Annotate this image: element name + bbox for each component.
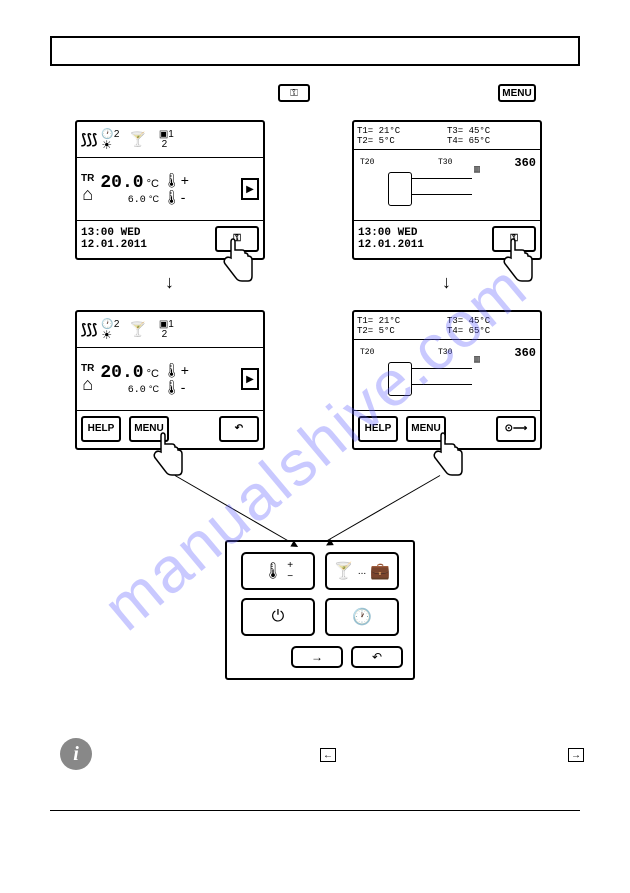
radiator-icon: ▥ [474, 354, 480, 366]
panel-2-footer: HELP MENU ↶ [77, 410, 263, 446]
connector-line [175, 475, 288, 541]
radiator-icon: ▥ [474, 164, 480, 176]
panel-1-header: ⟆⟆⟆ 🕐2 ☀ 🍸 ▣1 2 [77, 122, 263, 158]
value-360: 360 [514, 156, 536, 170]
key-button-top[interactable]: ⚿ [278, 84, 310, 102]
clock-icon: 🕐 [352, 607, 372, 627]
value-360: 360 [514, 346, 536, 360]
tr-label: TR [81, 173, 94, 184]
footer-divider [50, 810, 580, 811]
temp-main: 20.0 [100, 173, 143, 193]
menu-button[interactable]: MENU [129, 416, 169, 442]
panel-4-header: T1= 21°C T3= 45°C T2= 5°C T4= 65°C [354, 312, 540, 340]
house-icon: ⌂ [82, 374, 93, 395]
key-icon: ⚿ [290, 88, 298, 99]
panel-3-header: T1= 21°C T3= 45°C T2= 5°C T4= 65°C [354, 122, 540, 150]
lock-button[interactable]: ⚿ [215, 226, 259, 252]
help-button[interactable]: HELP [81, 416, 121, 442]
back-button[interactable]: ↶ [351, 646, 403, 668]
boiler-icon [388, 172, 412, 206]
heat-icon: ⟆⟆⟆ [81, 321, 97, 338]
menu-button-top[interactable]: MENU [498, 84, 536, 102]
forward-button[interactable]: → [291, 646, 343, 668]
cocktail-icon: 🍸 [129, 321, 146, 338]
key-button[interactable]: ⊙⟶ [496, 416, 536, 442]
page-prev-button[interactable]: ← [320, 748, 336, 762]
panel-1-body: TR ⌂ 20.0 °C 6.0 °C 🌡+🌡- ▶ [77, 158, 263, 220]
lock-icon: ⚿ [510, 233, 518, 244]
info-icon: i [60, 738, 92, 770]
t3-value: T3= 45°C [447, 126, 537, 136]
thermometer-icon: 🌡+🌡- [163, 172, 189, 206]
temp-main: 20.0 [100, 363, 143, 383]
t3-value: T3= 45°C [447, 316, 537, 326]
connector-line [327, 475, 440, 541]
top-bar [50, 36, 580, 66]
cocktail-icon: 🍸 [129, 131, 146, 148]
speaker-2: 2 [159, 330, 174, 340]
suitcase-icon: 💼 [370, 561, 390, 581]
panel-4-body: T20 T30 ▥ 360 [354, 340, 540, 410]
temp-sub: 6.0 [128, 385, 146, 396]
panel-2-body: TR ⌂ 20.0 °C 6.0 °C 🌡+🌡- ▶ [77, 348, 263, 410]
arrow-down-icon: ↓ [442, 272, 451, 293]
t4-value: T4= 65°C [447, 136, 537, 146]
t2-value: T2= 5°C [357, 326, 447, 336]
display-panel-3: T1= 21°C T3= 45°C T2= 5°C T4= 65°C T20 T… [352, 120, 542, 260]
next-button[interactable]: ▶ [241, 368, 259, 390]
t4-value: T4= 65°C [447, 326, 537, 336]
t2-value: T2= 5°C [357, 136, 447, 146]
display-panel-4: T1= 21°C T3= 45°C T2= 5°C T4= 65°C T20 T… [352, 310, 542, 450]
speaker-2: 2 [159, 140, 174, 150]
house-icon: ⌂ [82, 184, 93, 205]
help-button[interactable]: HELP [358, 416, 398, 442]
cocktail-icon: 🍸 [334, 561, 354, 581]
next-button[interactable]: ▶ [241, 178, 259, 200]
heat-icon: ⟆⟆⟆ [81, 131, 97, 148]
sun-icon: ☀ [101, 330, 119, 340]
t1-value: T1= 21°C [357, 126, 447, 136]
arrow-down-icon: ↓ [165, 272, 174, 293]
temp-sub: 6.0 [128, 195, 146, 206]
thermometer-icon: 🌡 [263, 561, 283, 581]
tr-label: TR [81, 363, 94, 374]
temp-adjust-button[interactable]: 🌡+− [241, 552, 315, 590]
panel-2-header: ⟆⟆⟆ 🕐2 ☀ 🍸 ▣1 2 [77, 312, 263, 348]
power-button[interactable]: ⏻ [241, 598, 315, 636]
display-panel-1: ⟆⟆⟆ 🕐2 ☀ 🍸 ▣1 2 TR ⌂ 20.0 °C 6.0 °C 🌡+🌡-… [75, 120, 265, 260]
page-next-button[interactable]: → [568, 748, 584, 762]
time-button[interactable]: 🕐 [325, 598, 399, 636]
lock-button[interactable]: ⚿ [492, 226, 536, 252]
panel-3-footer: 13:00 WED 12.01.2011 ⚿ [354, 220, 540, 256]
party-away-button[interactable]: 🍸...💼 [325, 552, 399, 590]
display-panel-2: ⟆⟆⟆ 🕐2 ☀ 🍸 ▣1 2 TR ⌂ 20.0 °C 6.0 °C 🌡+🌡-… [75, 310, 265, 450]
menu-panel: 🌡+− 🍸...💼 ⏻ 🕐 → ↶ [225, 540, 415, 680]
sun-icon: ☀ [101, 140, 119, 150]
back-button[interactable]: ↶ [219, 416, 259, 442]
panel-3-body: T20 T30 ▥ 360 [354, 150, 540, 220]
panel-4-footer: HELP MENU ⊙⟶ [354, 410, 540, 446]
power-icon: ⏻ [272, 608, 285, 626]
menu-button[interactable]: MENU [406, 416, 446, 442]
lock-icon: ⚿ [233, 233, 241, 244]
boiler-icon [388, 362, 412, 396]
t1-value: T1= 21°C [357, 316, 447, 326]
panel-1-footer: 13:00 WED 12.01.2011 ⚿ [77, 220, 263, 256]
thermometer-icon: 🌡+🌡- [163, 362, 189, 396]
